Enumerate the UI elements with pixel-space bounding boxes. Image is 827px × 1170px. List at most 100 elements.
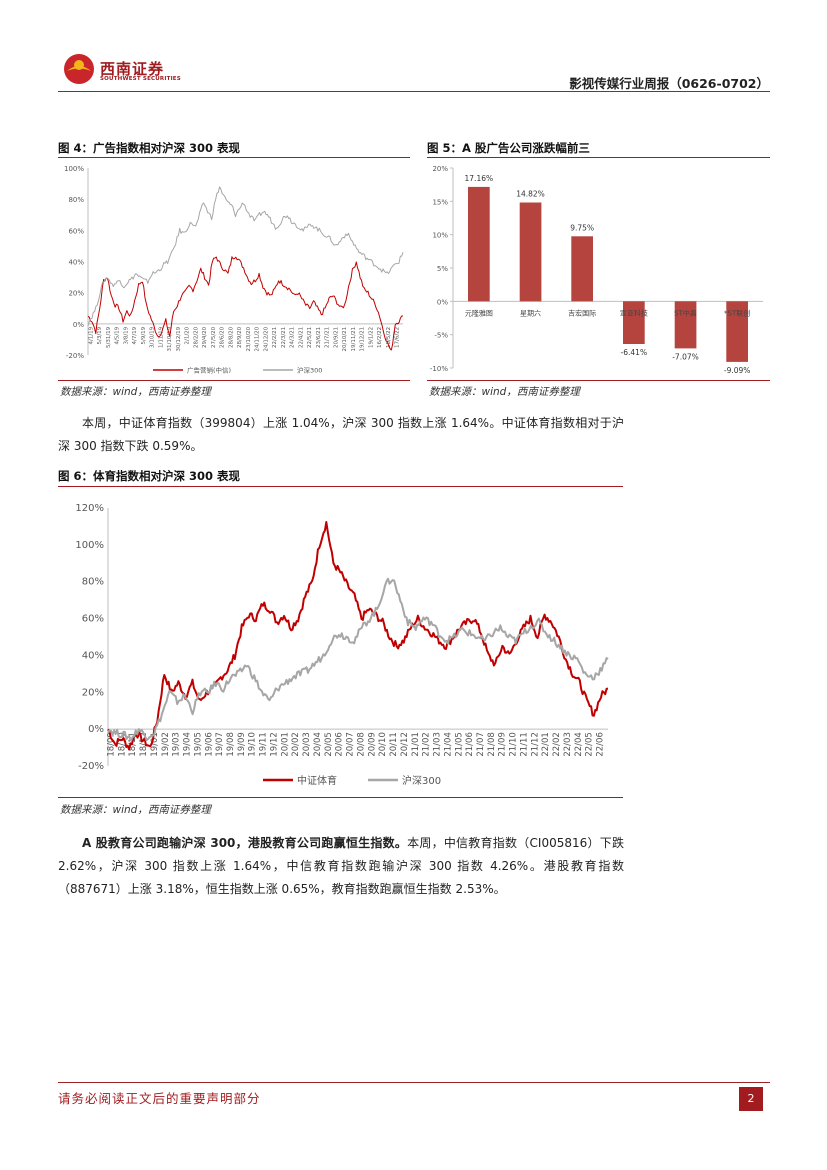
y-tick-label: 0% [437,298,448,306]
y-tick-label: 60% [82,614,104,625]
x-tick-label: 19/10 [248,732,258,757]
y-tick-label: 5% [437,265,448,273]
fig5-source: 数据来源：wind，西南证券整理 [429,386,580,398]
fig6-title: 图 6：体育指数相对沪深 300 表现 [58,469,241,483]
fig5-title: 图 5：A 股广告公司涨跌幅前三 [427,141,590,155]
x-tick-label: 18/5/22 [386,327,392,348]
fig5-chart: 20% 15% 10% 5% 0% -5% -10% 17.16% 元隆雅图 14.82% 星期六 9… [430,165,763,375]
y-tick-label: 10% [432,232,448,240]
x-tick-label: 4/7/19 [132,326,138,344]
y-tick-label: 60% [68,227,84,235]
x-tick-label: 1/11/19 [158,326,164,348]
bar [468,186,490,302]
bar [674,301,697,349]
x-tick-label: 21/05 [454,732,464,757]
fig6-source: 数据来源：wind，西南证券整理 [60,804,211,816]
paragraph-education-lead: A 股教育公司跑输沪深 300，港股教育公司跑赢恒生指数。 [82,836,408,850]
y-tick-label: 15% [432,198,448,206]
x-tick-label: 20/9/21 [333,327,339,348]
x-tick-label: 5/31/19 [106,326,112,348]
x-tick-label: 19/05 [193,732,203,757]
x-tick-label: 18/12 [139,732,149,757]
x-tick-label: 28/6/20 [220,326,226,348]
legend-label: 沪深300 [402,774,441,787]
y-tick-label: -10% [430,365,448,373]
x-tick-label: 4/5/19 [115,326,121,344]
fig6-top-rule [58,486,623,487]
category-label: 元隆雅图 [465,308,493,317]
y-tick-label: 20% [82,687,104,698]
fig4-source: 数据来源：wind，西南证券整理 [60,386,211,398]
bar [571,236,593,302]
x-tick-label: 17/6/22 [395,327,401,348]
x-tick-label: 31/10/19 [167,326,173,351]
y-tick-label: 20% [432,165,448,173]
fig4-bottom-rule [58,380,410,381]
x-tick-label: 19/03 [172,732,182,757]
x-tick-label: 21/12 [530,732,540,757]
series-line-benchmark [107,577,609,742]
x-tick-label: 2/1/20 [185,326,191,344]
x-tick-label: 20/03 [302,732,312,757]
legend-label: 沪深300 [297,366,322,375]
y-tick-label: 40% [82,650,104,661]
x-tick-label: 21/03 [433,732,443,757]
x-tick-label: 22/2/21 [272,327,278,348]
legend-label: 广告营销(中信) [187,366,231,375]
series-line-primary [107,521,609,751]
x-tick-label: 19/02 [161,732,171,757]
category-label: *ST联创 [724,308,750,317]
x-tick-label: 22/06 [596,732,606,757]
x-tick-label: 29/4/20 [202,326,208,348]
fig6-chart: 120%100%80%60%40%20%0%-20%18/09 18/10 18/1… [75,503,609,787]
x-tick-label: 22/04 [574,732,584,757]
y-tick-label: 100% [64,165,84,173]
x-tick-label: 23/6/21 [316,327,322,348]
footer-divider [58,1082,770,1083]
category-label: 吉宏国际 [568,308,596,317]
bar-value-label: -7.07% [672,352,699,361]
logo-english-name: SOUTHWEST SECURITIES [100,76,181,82]
y-tick-label: 80% [68,196,84,204]
x-tick-label: 20/12 [400,732,410,757]
company-logo [62,50,202,86]
fig4-chart: 100% 80% 60% 40% 20% 0% -20% 4/1/19 5/3/19 5/31/1… [64,165,404,375]
x-tick-label: 18/11 [128,732,138,757]
x-tick-label: 19/08 [226,732,236,757]
x-tick-label: 27/5/20 [211,326,217,348]
fig6-bottom-rule [58,797,623,798]
x-tick-label: 22/02 [552,732,562,757]
legend-label: 中证体育 [297,774,337,787]
x-tick-label: 19/12 [269,732,279,757]
x-tick-label: 21/02 [422,732,432,757]
x-tick-label: 22/05 [585,732,595,757]
x-tick-label: 18/10 [117,732,127,757]
x-tick-label: 28/9/20 [237,326,243,348]
x-tick-label: 19/06 [204,732,214,757]
x-tick-label: 20/11 [389,732,399,757]
report-title: 影视传媒行业周报（0626-0702） [569,76,769,91]
y-tick-label: 120% [75,503,104,514]
page-number: 2 [739,1087,763,1111]
x-tick-label: 19/1/22 [368,327,374,348]
category-label: ST中昌 [674,308,697,317]
x-tick-label: 19/01 [150,732,160,757]
bar-value-label: 17.16% [465,174,494,183]
bar [726,301,748,362]
x-tick-label: 22/5/21 [307,327,313,348]
x-tick-label: 16/2/22 [377,327,383,348]
y-tick-label: 0% [73,321,84,329]
x-tick-label: 3/10/19 [150,326,156,348]
y-tick-label: -20% [66,352,84,360]
x-tick-label: 19/07 [215,732,225,757]
fig5-bottom-rule [427,380,770,381]
x-tick-label: 30/12/19 [176,326,182,351]
bar [519,202,542,302]
footer-disclaimer: 请务必阅读正文后的重要声明部分 [58,1091,261,1106]
x-tick-label: 20/09 [367,732,377,757]
x-tick-label: 21/08 [487,732,497,757]
x-tick-label: 20/06 [335,732,345,757]
x-tick-label: 20/05 [324,732,334,757]
x-tick-label: 20/04 [313,732,323,757]
x-tick-label: 19/11/21 [351,327,357,352]
